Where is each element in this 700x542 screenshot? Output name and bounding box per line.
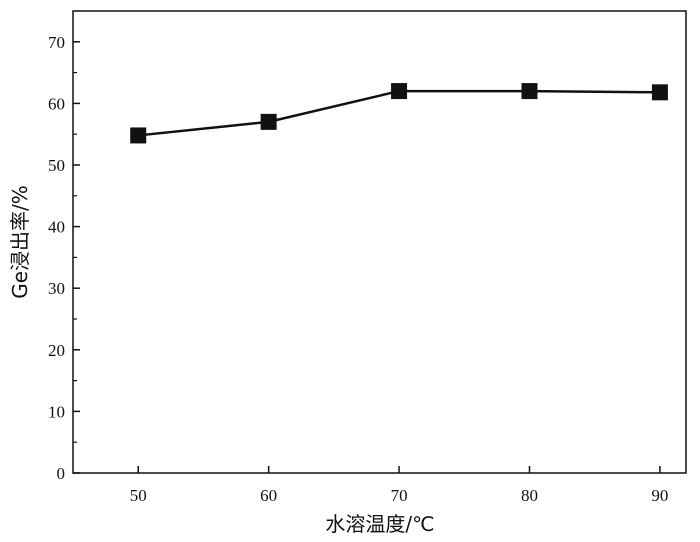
y-tick-label-30: 30	[48, 279, 65, 298]
y-axis: 0 10 20 30 40 50 60 70	[48, 33, 80, 483]
data-point-80	[521, 83, 538, 100]
y-tick-label-50: 50	[48, 156, 65, 175]
x-axis: 50 60 70 80 90	[130, 466, 668, 505]
x-tick-label-90: 90	[651, 486, 668, 505]
y-tick-label-60: 60	[48, 94, 65, 113]
series-layer	[130, 83, 668, 144]
y-tick-label-20: 20	[48, 341, 65, 360]
x-tick-label-60: 60	[260, 486, 277, 505]
x-axis-title: 水溶温度/℃	[325, 512, 434, 536]
y-axis-title: Ge浸出率/%	[8, 185, 32, 299]
y-tick-label-70: 70	[48, 33, 65, 52]
data-point-90	[651, 84, 668, 101]
y-tick-label-0: 0	[57, 464, 66, 483]
plot-frame	[72, 10, 687, 474]
x-tick-label-70: 70	[391, 486, 408, 505]
data-point-70	[391, 83, 408, 100]
y-tick-label-10: 10	[48, 402, 65, 421]
data-point-50	[130, 127, 147, 144]
y-tick-label-40: 40	[48, 218, 65, 237]
data-point-60	[260, 113, 277, 130]
x-tick-label-80: 80	[521, 486, 538, 505]
x-tick-label-50: 50	[130, 486, 147, 505]
